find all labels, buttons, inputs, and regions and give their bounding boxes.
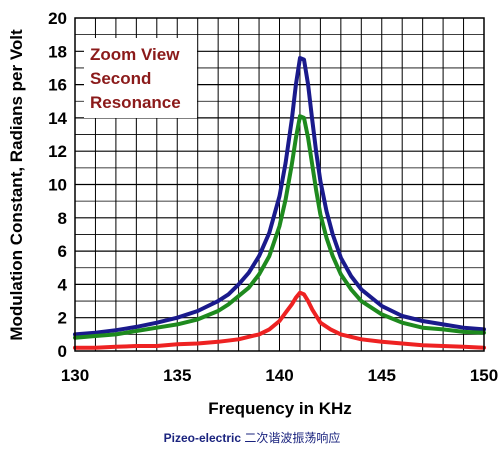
y-tick-label: 18 xyxy=(48,42,67,61)
y-tick-label: 4 xyxy=(58,275,68,294)
y-tick-label: 10 xyxy=(48,176,67,195)
y-tick-label: 12 xyxy=(48,142,67,161)
caption-bold: Pizeo-electric xyxy=(163,431,242,445)
y-tick-label: 2 xyxy=(58,309,67,328)
annotation-box xyxy=(84,38,197,118)
x-tick-label: 145 xyxy=(368,366,396,385)
figure-caption: Pizeo-electric 二次谐波振荡响应 xyxy=(0,429,504,446)
y-tick-label: 16 xyxy=(48,76,67,95)
y-tick-label: 0 xyxy=(58,342,67,361)
y-axis-title: Modulation Constant, Radians per Volt xyxy=(7,29,26,341)
y-tick-label: 8 xyxy=(58,209,67,228)
y-tick-label: 14 xyxy=(48,109,67,128)
y-tick-labels: 0 2 4 6 8 10 12 14 16 18 20 xyxy=(48,9,67,361)
series-line-3 xyxy=(73,290,486,350)
chart: 0 2 4 6 8 10 12 14 16 18 20 130 135 140 145 150 Freque… xyxy=(7,9,498,418)
x-axis-title: Frequency in KHz xyxy=(208,399,352,418)
series-line-2 xyxy=(73,114,486,340)
annotation-line-3: Resonance xyxy=(90,93,181,112)
y-tick-label: 20 xyxy=(48,9,67,28)
x-tick-label: 130 xyxy=(61,366,89,385)
series-layer xyxy=(73,56,486,350)
x-tick-label: 140 xyxy=(265,366,293,385)
x-tick-labels: 130 135 140 145 150 xyxy=(61,366,498,385)
y-tick-label: 6 xyxy=(58,242,67,261)
x-tick-label: 135 xyxy=(163,366,191,385)
plot-frame xyxy=(74,17,485,352)
series-line-1 xyxy=(73,56,486,337)
annotation-line-1: Zoom View xyxy=(90,45,180,64)
caption-rest: 二次谐波振荡响应 xyxy=(241,431,341,445)
annotation-line-2: Second xyxy=(90,69,151,88)
x-tick-label: 150 xyxy=(470,366,498,385)
